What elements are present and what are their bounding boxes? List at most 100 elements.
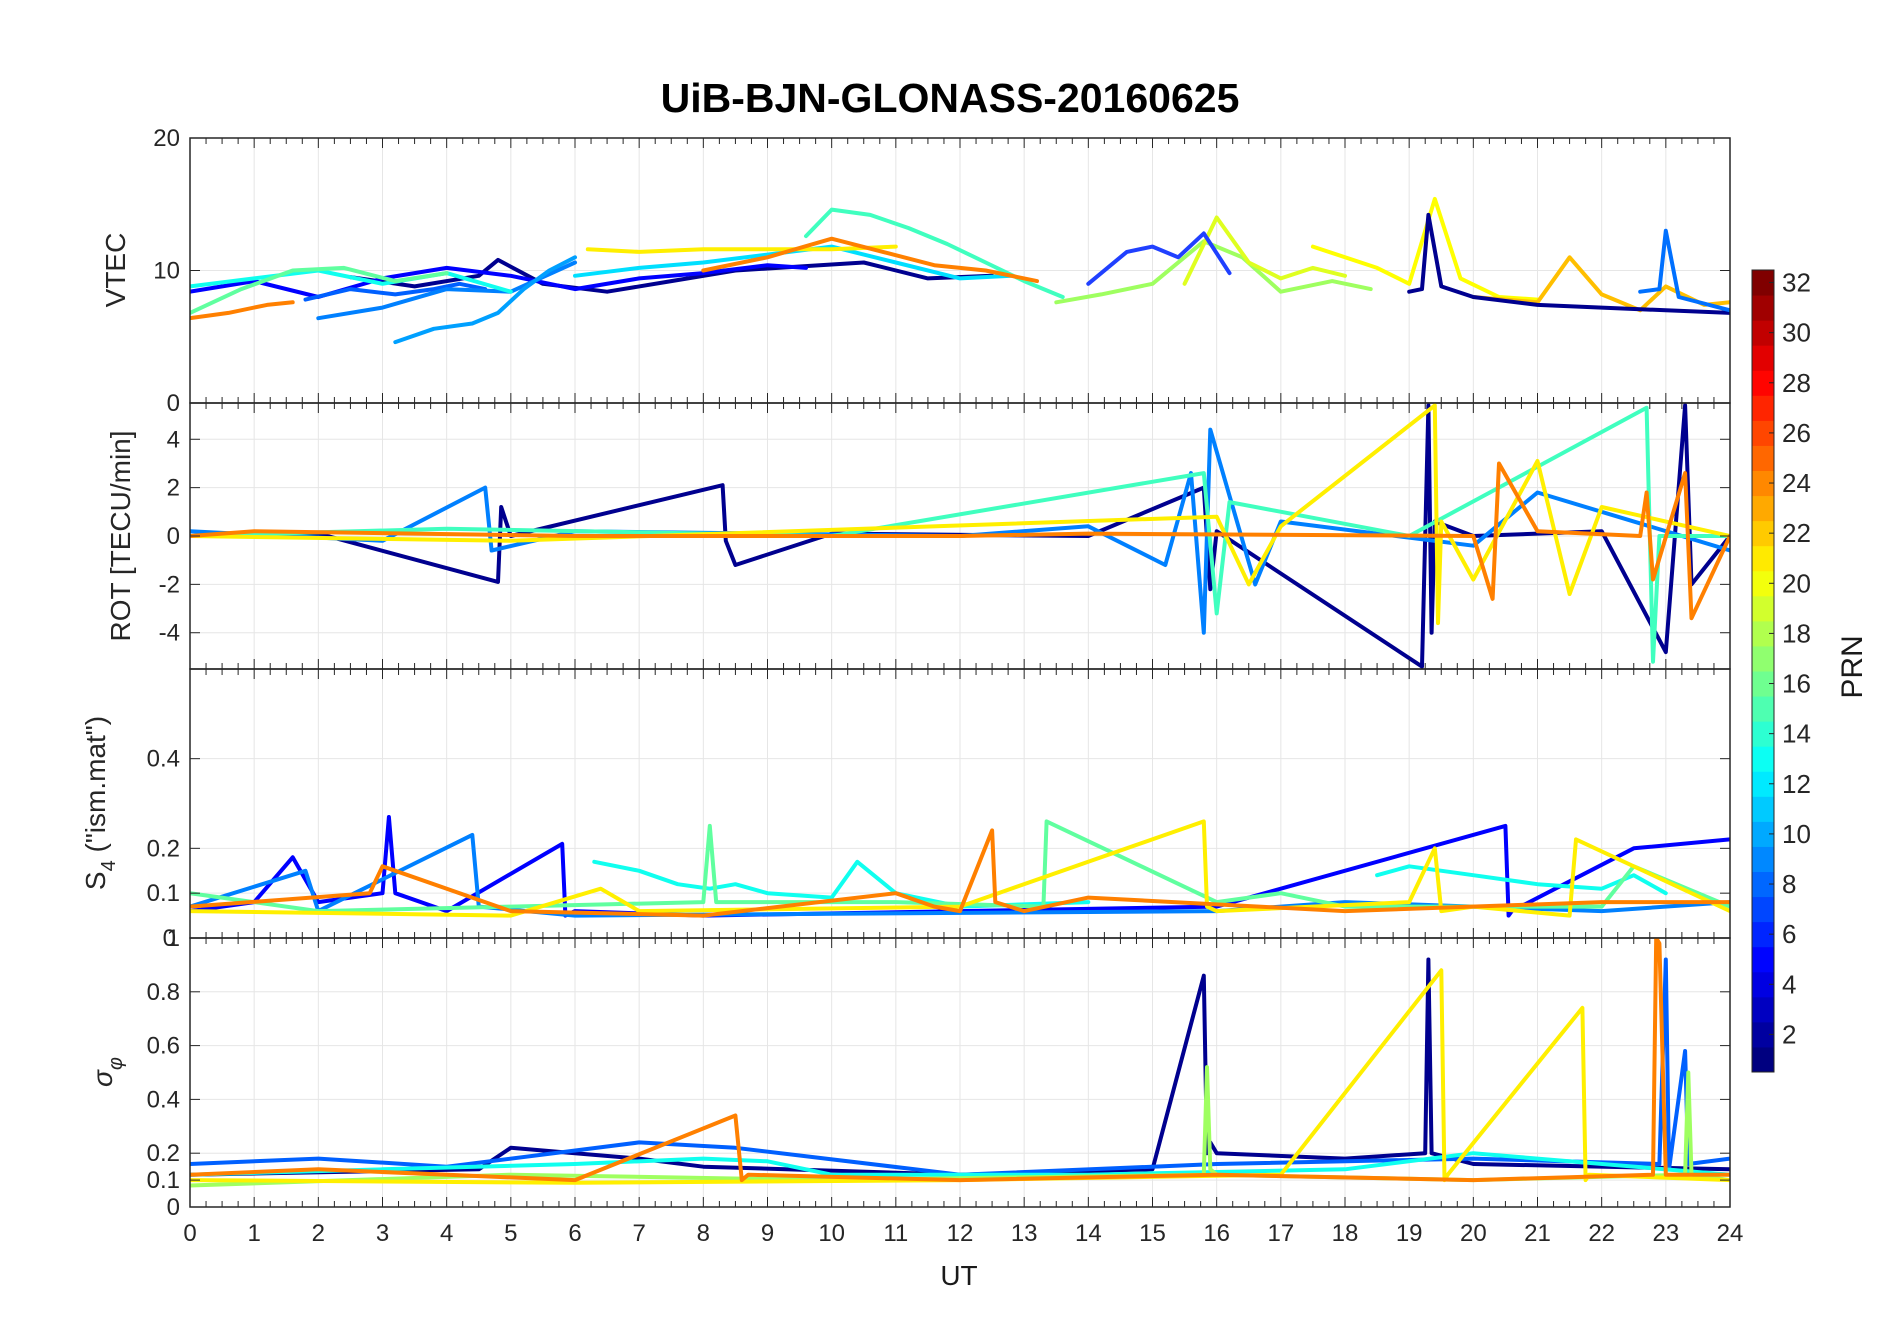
x-tick-label: 18 (1332, 1220, 1359, 1247)
colorbar-segment (1752, 570, 1774, 597)
colorbar-segment (1752, 270, 1774, 296)
colorbar-segment (1752, 370, 1774, 396)
x-tick-label: 12 (947, 1220, 974, 1247)
colorbar-tick-label: 8 (1782, 869, 1796, 899)
series-line-10 (1182, 215, 1347, 286)
series-group (190, 815, 1730, 918)
series-line-5 (190, 819, 1730, 918)
y-tick-label: 0.2 (147, 1140, 180, 1167)
colorbar-segment (1752, 896, 1774, 923)
colorbar-segment (1752, 796, 1774, 822)
series-group (190, 196, 1730, 345)
x-tick-label: 4 (440, 1220, 453, 1247)
series-line-8 (190, 265, 449, 315)
series-line-12 (1310, 196, 1540, 302)
x-tick-label: 24 (1717, 1220, 1744, 1247)
x-tick-label: 8 (697, 1220, 710, 1247)
colorbar-segment (1752, 971, 1774, 998)
series-line-2 (303, 281, 488, 302)
colorbar-segment (1752, 620, 1774, 647)
colorbar-segment (1752, 871, 1774, 898)
x-tick-label: 21 (1524, 1220, 1551, 1247)
y-tick-label-overlap-1: 1 (167, 925, 180, 952)
y-axis-label: ROT [TECU/min] (105, 430, 136, 641)
x-tick-label: 2 (312, 1220, 325, 1247)
panel-vtec: VTEC 20 10 0 (100, 125, 1731, 417)
colorbar-segment (1752, 295, 1774, 321)
y-tick-label: 0.1 (147, 880, 180, 907)
series-line-2 (190, 1151, 1730, 1177)
colorbar-tick-label: 24 (1782, 468, 1811, 498)
series-line-5 (190, 938, 1730, 1183)
x-tick-label: 6 (568, 1220, 581, 1247)
series-group (190, 403, 1730, 669)
colorbar-segment (1752, 946, 1774, 973)
x-tick-label: 22 (1588, 1220, 1615, 1247)
series-line-9 (1054, 239, 1373, 305)
y-tick-label: 0 (167, 1194, 180, 1221)
colorbar-tick-label: 26 (1782, 418, 1811, 448)
x-tick-label: 9 (761, 1220, 774, 1247)
colorbar-segment (1752, 495, 1774, 522)
series-line-17 (1407, 212, 1730, 315)
series-line-6 (190, 268, 513, 294)
colorbar-segment (1752, 445, 1774, 471)
x-tick-label: 17 (1267, 1220, 1294, 1247)
series-line-14 (190, 300, 295, 321)
series-line-0 (190, 403, 1730, 669)
colorbar-segment (1752, 921, 1774, 948)
x-tick-label: 5 (504, 1220, 517, 1247)
y-tick-label: 4 (167, 426, 180, 453)
x-tick-label: 10 (818, 1220, 845, 1247)
y-axis-label: S4 ("ism.mat") (80, 716, 120, 890)
y-tick-label: 2 (167, 475, 180, 502)
series-line-3 (190, 403, 1730, 626)
colorbar-segment (1752, 721, 1774, 747)
x-tick-label: 19 (1396, 1220, 1423, 1247)
colorbar-segment (1752, 846, 1774, 872)
series-line-1 (190, 957, 1730, 1177)
colorbar-segment (1752, 545, 1774, 572)
colorbar-label: PRN (1836, 635, 1869, 698)
figure-title: UiB-BJN-GLONASS-20160625 (661, 75, 1240, 121)
colorbar-segment (1752, 746, 1774, 772)
colorbar-segment (1752, 645, 1774, 672)
y-axis-label: σφ (87, 1057, 127, 1087)
colorbar-segment (1752, 320, 1774, 346)
y-tick-label-bottom: 0 (167, 390, 180, 417)
series-line-4 (393, 255, 577, 345)
colorbar-segment (1752, 1021, 1774, 1048)
colorbar-tick-label: 28 (1782, 368, 1811, 398)
series-line-3 (190, 1065, 1730, 1188)
panel-sigma-phi: 00.10.2 0.4 0.6 0.8 σφ (87, 937, 1731, 1221)
colorbar-tick-label: 18 (1782, 618, 1811, 648)
y-tick-label-mid: 10 (153, 258, 180, 285)
y-tick-label: -4 (159, 620, 180, 647)
colorbar-tick-label: 30 (1782, 318, 1811, 348)
colorbar-segment (1752, 470, 1774, 497)
y-tick-label: 0.6 (147, 1033, 180, 1060)
series-line-1 (190, 263, 808, 299)
y-tick-label: 0.2 (147, 835, 180, 862)
series-line-6 (190, 828, 1730, 918)
x-tick-label: 7 (632, 1220, 645, 1247)
y-tick-label-top: 20 (153, 125, 180, 152)
colorbar-frame (1751, 269, 1775, 1073)
x-tick-label: 3 (376, 1220, 389, 1247)
y-tick-label: 0 (167, 523, 180, 550)
series-line-2 (592, 859, 1091, 909)
y-tick-label: 0.4 (147, 746, 180, 773)
y-axis-label: VTEC (100, 233, 131, 308)
colorbar-segment (1752, 996, 1774, 1023)
colorbar-segment (1752, 420, 1774, 446)
colorbar-segment (1752, 395, 1774, 421)
series-line-18 (1638, 228, 1730, 313)
colorbar-segment (1752, 696, 1774, 722)
x-axis-label: UT (940, 1260, 977, 1291)
x-axis-ticks: 0 1 2 3 4 5 6 7 8 9 10 11 12 13 14 15 16 17 18 19 20 21 22 23 24 (183, 1220, 1743, 1247)
colorbar-tick-label: 20 (1782, 568, 1811, 598)
x-tick-label: 11 (883, 1220, 908, 1247)
colorbar-tick-label: 14 (1782, 719, 1811, 749)
x-tick-label: 15 (1139, 1220, 1166, 1247)
